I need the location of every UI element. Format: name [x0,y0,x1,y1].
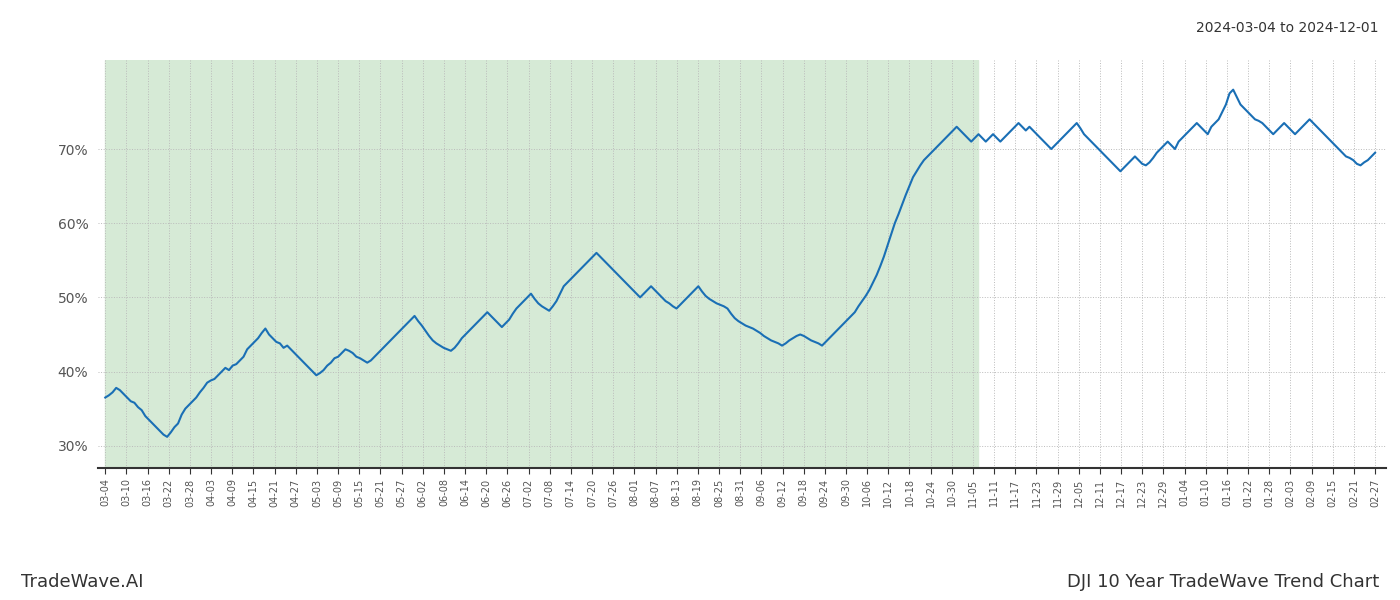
Text: TradeWave.AI: TradeWave.AI [21,573,143,591]
Bar [105,60,979,468]
Text: 2024-03-04 to 2024-12-01: 2024-03-04 to 2024-12-01 [1197,21,1379,35]
Text: DJI 10 Year TradeWave Trend Chart: DJI 10 Year TradeWave Trend Chart [1067,573,1379,591]
